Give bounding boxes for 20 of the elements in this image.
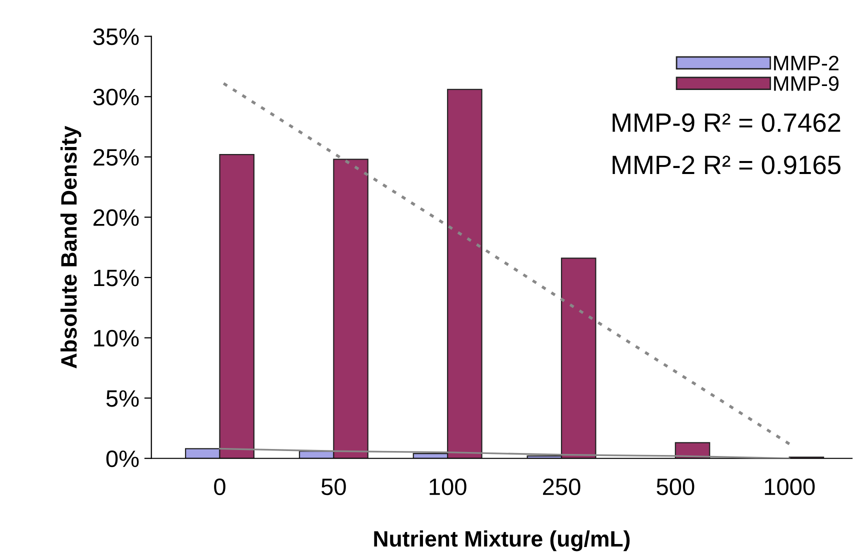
y-tick-label: 20% (94, 209, 139, 226)
y-tick-label: 15% (94, 270, 139, 286)
x-axis-title: Nutrient Mixture (ug/mL) (374, 530, 630, 552)
x-tick-label: 250 (543, 478, 580, 496)
y-tick-label: 10% (94, 330, 139, 347)
x-tick-label: 0 (214, 478, 226, 496)
annotation: MMP-9 R² = 0.7462 (612, 113, 840, 132)
x-tick-label: 50 (321, 478, 346, 496)
legend-label: MMP-2 (774, 56, 838, 70)
annotation: MMP-2 R² = 0.9165 (612, 156, 840, 174)
y-tick-label: 30% (93, 88, 139, 106)
y-tick-label: 25% (94, 148, 139, 166)
y-tick-label: 5% (106, 390, 139, 407)
y-axis-title: Absolute Band Density (60, 126, 82, 368)
legend-label: MMP-9 (774, 76, 839, 91)
x-tick-label: 100 (430, 478, 466, 496)
y-tick-label: 35% (93, 28, 139, 46)
y-tick-label: 0% (106, 450, 139, 468)
x-tick-label: 500 (656, 478, 694, 496)
x-tick-label: 1000 (764, 478, 815, 496)
